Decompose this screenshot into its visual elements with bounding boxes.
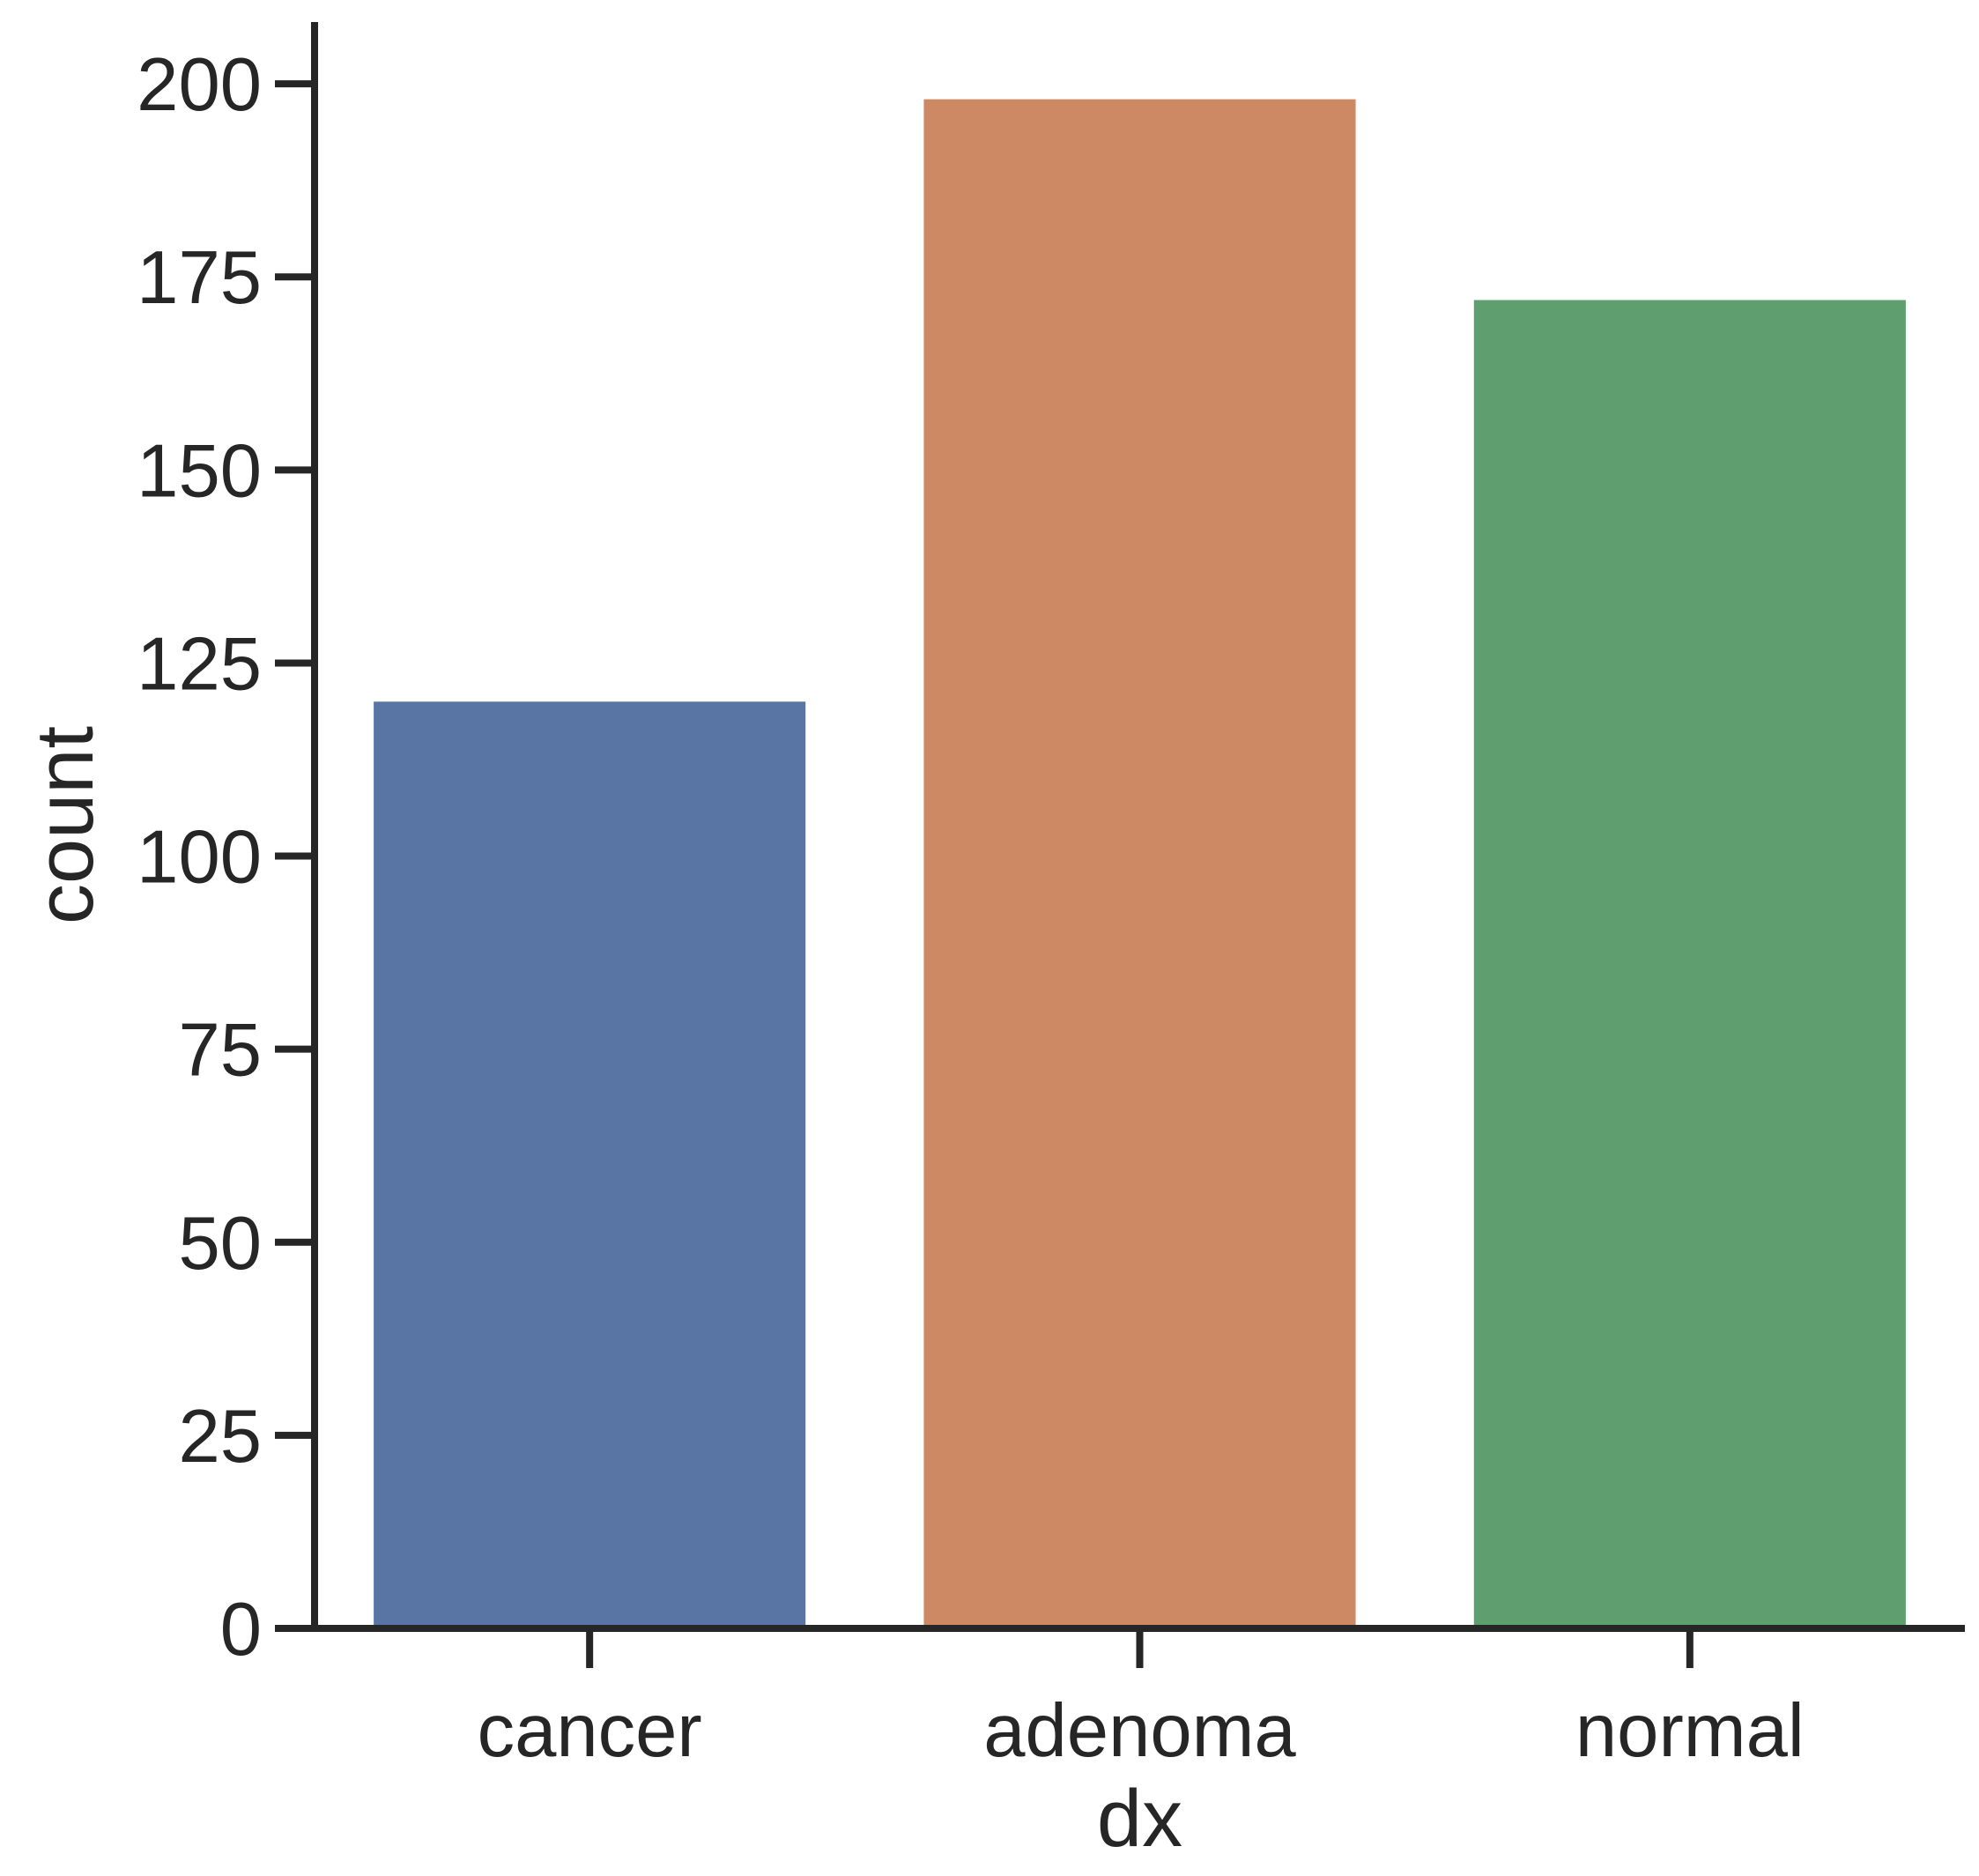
- y-tick-label: 50: [178, 1202, 262, 1286]
- bar-cancer: [374, 701, 806, 1628]
- y-tick-label: 100: [137, 816, 262, 900]
- y-tick-label: 200: [137, 43, 262, 127]
- x-axis-ticks: cancer adenoma normal: [478, 1628, 1805, 1773]
- y-tick-label: 175: [137, 236, 262, 320]
- y-axis-label: count: [20, 726, 110, 924]
- x-tick-label: cancer: [478, 1689, 702, 1773]
- y-tick-label: 0: [220, 1588, 262, 1672]
- y-axis-ticks: 0 25 50 75 100 125 150 175 200: [137, 43, 315, 1672]
- x-tick-label: normal: [1575, 1689, 1805, 1773]
- bar-adenoma: [923, 99, 1356, 1628]
- x-tick-label: adenoma: [983, 1689, 1296, 1773]
- bars-group: [374, 99, 1906, 1628]
- y-tick-label: 125: [137, 622, 262, 706]
- y-tick-label: 150: [137, 429, 262, 513]
- x-axis-label: dx: [1097, 1774, 1182, 1864]
- y-tick-label: 75: [178, 1009, 262, 1093]
- bar-normal: [1473, 300, 1906, 1628]
- y-tick-label: 25: [178, 1395, 262, 1479]
